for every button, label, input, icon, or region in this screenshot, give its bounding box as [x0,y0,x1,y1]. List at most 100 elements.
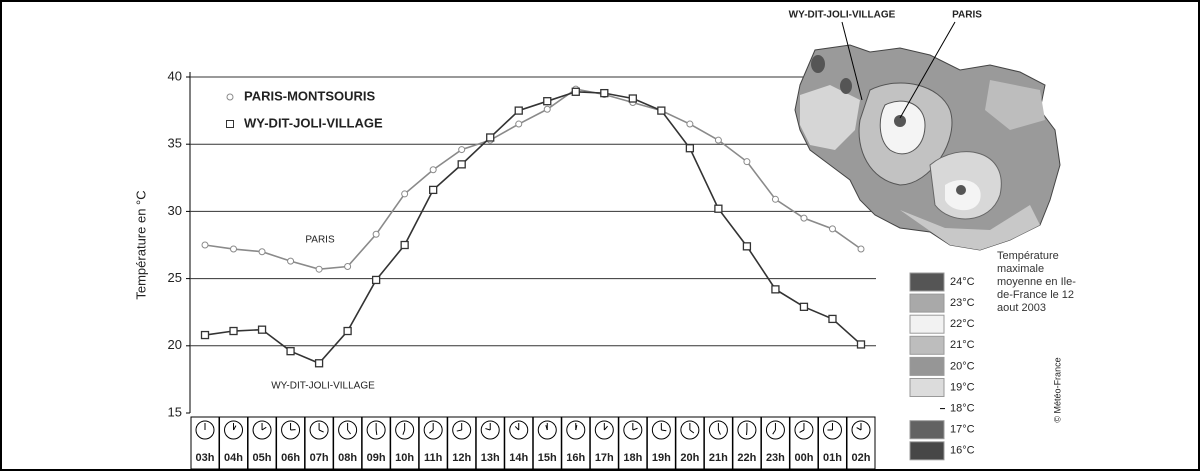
clock-hand [661,429,667,432]
point [828,225,836,233]
legend-label: 21°C [950,339,975,351]
point [828,314,837,324]
clock-hand [485,428,491,431]
clock-hand [717,429,721,435]
hour-cell [589,416,619,470]
point [458,146,466,154]
point [743,158,751,166]
clock-hand [429,429,434,434]
x-tick-label: 21h [709,452,728,464]
clock-hand [402,429,406,435]
hour-cell [447,416,477,470]
legend-label: WY-DIT-JOLI-VILLAGE [244,115,383,130]
point [514,106,523,115]
point [429,185,438,195]
pointer [841,21,863,101]
y-tick-label: 25 [168,270,182,285]
hour-cell [390,416,420,470]
map-zone [879,100,926,155]
y-tick-label: 35 [168,136,182,151]
map-zone [894,115,906,127]
legend-swatch [909,293,945,313]
x-tick-label: 16h [566,452,585,464]
point [742,242,752,251]
hour-cell [418,416,448,470]
point [429,166,437,174]
point [856,340,866,349]
point [714,136,722,144]
clock-hand [799,429,805,433]
clock-hand [456,429,462,432]
clock-hand [514,426,520,431]
legend-label: 20°C [950,360,975,372]
point [287,257,295,265]
point [543,97,552,106]
legend-label: 17°C [950,424,975,436]
hour-cell [732,416,762,470]
hour-cell [219,416,249,470]
x-tick-label: 20h [680,452,699,464]
x-tick-label: 17h [595,452,614,464]
point [457,160,466,169]
hour-cell [789,416,819,470]
legend-swatch [909,441,945,461]
legend-marker [226,120,234,128]
map-zone [840,78,852,94]
point [486,133,495,142]
x-tick-label: 18h [623,452,642,464]
legend-swatch [909,420,945,440]
point [600,88,609,98]
hour-cell [618,416,648,470]
x-tick-label: 06h [281,452,300,464]
map-zone [900,205,1040,250]
map-zone [956,185,966,195]
point [371,275,381,285]
point [343,326,352,336]
clock-hand [375,429,378,436]
pointer [899,21,956,119]
x-tick-label: 00h [794,452,813,464]
hour-cell [760,416,790,470]
point [314,359,324,368]
legend-swatch [909,356,945,376]
series-line [204,90,862,365]
x-tick-label: 15h [538,452,557,464]
x-tick-label: 14h [509,452,528,464]
point [201,241,209,249]
x-tick-label: 19h [652,452,671,464]
annotation: PARIS [305,235,335,246]
map-zone [985,80,1045,130]
point [686,120,694,128]
legend-label: PARIS-MONTSOURIS [244,88,376,103]
x-tick-label: 12h [452,452,471,464]
hour-cell [646,416,676,470]
legend-label: 16°C [950,445,975,457]
map-label: WY-DIT-JOLI-VILLAGE [789,10,896,21]
hour-cell [504,416,534,470]
clock-hand [347,429,352,435]
point [200,330,210,340]
hour-cell [675,416,705,470]
x-tick-label: 04h [224,452,243,464]
point [229,326,238,336]
y-tick-label: 20 [168,337,182,352]
point [515,120,523,128]
map-zone [945,180,981,211]
clock-hand [261,426,267,431]
hour-cell [361,416,391,470]
map-zone [811,55,825,73]
map-label: PARIS [952,10,982,21]
map-zone [800,85,860,150]
y-axis-label: Température en °C [133,190,148,299]
x-tick-label: 09h [367,452,386,464]
point [258,248,266,256]
series-line [204,88,862,271]
point [685,144,695,153]
x-tick-label: 02h [852,452,871,464]
credit: © Météo-France [1052,357,1062,422]
legend-swatch [909,314,945,334]
y-tick-label: 30 [168,203,182,218]
